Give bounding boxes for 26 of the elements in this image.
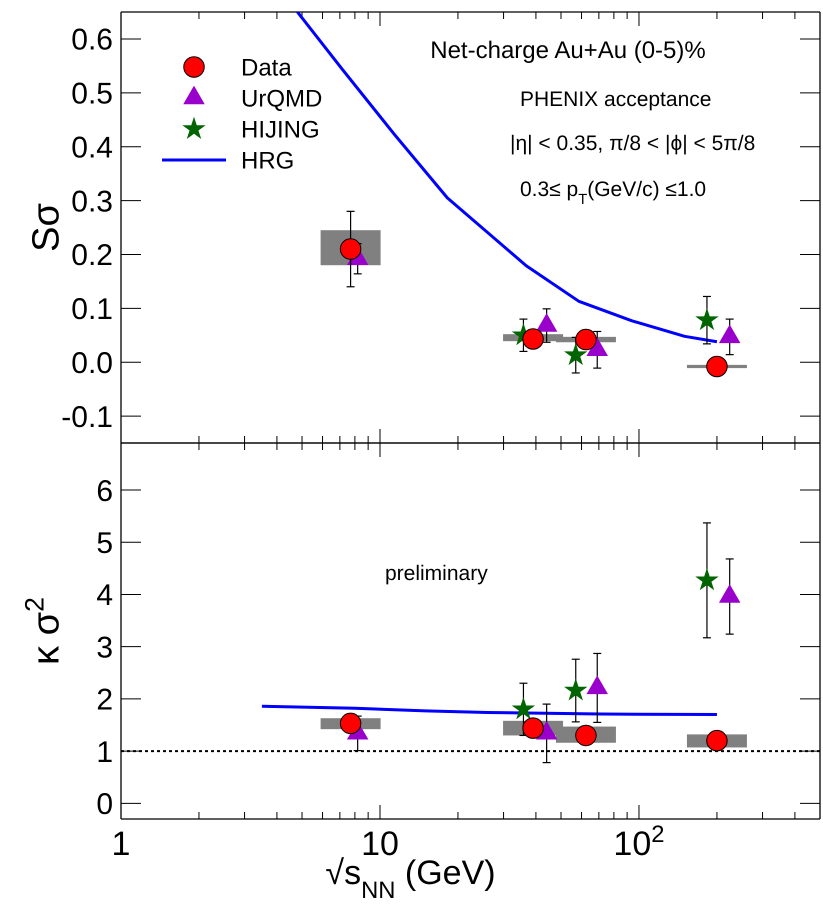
y-tick-label: -0.1 xyxy=(61,400,113,434)
y-tick-label: 2 xyxy=(96,684,113,717)
y-axis-title: Sσ xyxy=(25,203,68,252)
y-tick-label: 0.5 xyxy=(71,78,113,111)
y-tick-label: 0.3 xyxy=(71,185,113,218)
annotation: |η| < 0.35, π/8 < |ϕ| < 5π/8 xyxy=(510,132,756,155)
y-tick-label: 0.0 xyxy=(71,346,113,380)
y-tick-label: 0.4 xyxy=(71,131,113,164)
annotation: PHENIX acceptance xyxy=(520,88,712,111)
legend-label: HIJING xyxy=(241,116,320,144)
legend-label: UrQMD xyxy=(241,86,322,113)
y-tick-label: 4 xyxy=(96,579,113,612)
y-tick-label: 0.6 xyxy=(71,24,113,57)
y-tick-label: 0.1 xyxy=(71,293,113,326)
y-tick-label: 1 xyxy=(96,736,113,769)
y-tick-label: 3 xyxy=(96,631,113,664)
y-tick-label: 0 xyxy=(96,788,113,822)
y-tick-label: 0.2 xyxy=(71,239,113,272)
annotation: 0.3≤ p$_{T}$(GeV/c) ≤1.0 xyxy=(520,178,706,208)
annotation: preliminary xyxy=(385,562,488,585)
legend-label: Data xyxy=(241,54,292,82)
y-tick-label: 6 xyxy=(96,474,113,508)
y-tick-label: 5 xyxy=(96,527,113,560)
legend-label: HRG xyxy=(241,148,294,175)
annotation: Net-charge Au+Au (0-5)% xyxy=(430,37,706,64)
x-tick-label: 10$^{2}$ xyxy=(613,820,665,863)
